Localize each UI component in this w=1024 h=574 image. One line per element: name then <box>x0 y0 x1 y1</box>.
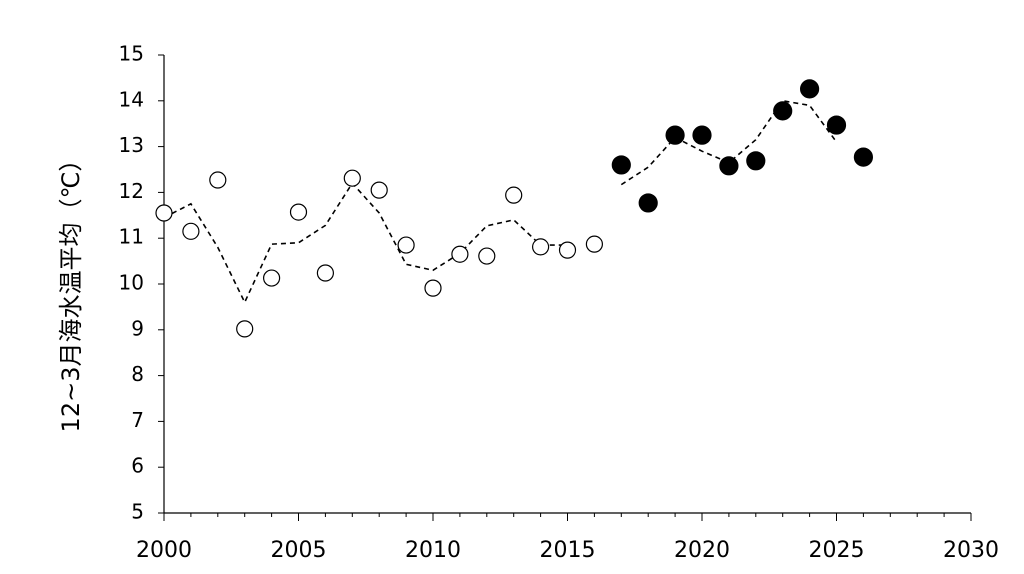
y-tick-label: 13 <box>119 133 144 157</box>
y-tick-label: 11 <box>119 225 144 249</box>
open-point <box>451 245 469 263</box>
filled-point <box>746 151 766 171</box>
x-tick-label: 2005 <box>271 538 327 563</box>
filled-point <box>826 115 847 135</box>
y-tick-label: 15 <box>119 42 144 66</box>
open-point <box>585 235 604 253</box>
open-point <box>370 181 388 199</box>
x-tick-label: 2010 <box>405 538 461 563</box>
y-axis-label: 12~3月海水温平均（℃） <box>57 148 85 433</box>
open-point <box>289 203 308 221</box>
open-point <box>343 169 361 187</box>
x-tick-label: 2000 <box>136 538 192 563</box>
trend-line <box>163 99 838 305</box>
open-point <box>236 320 254 338</box>
x-tick-label: 2030 <box>943 538 999 563</box>
filled-point <box>719 156 739 176</box>
y-tick-label: 8 <box>131 362 144 386</box>
filled-point <box>692 125 712 145</box>
open-point <box>155 204 173 222</box>
open-point <box>505 186 523 204</box>
y-tick-label: 6 <box>131 454 144 478</box>
y-tick-label: 7 <box>131 408 144 432</box>
filled-point <box>799 79 820 99</box>
filled-point <box>611 155 631 175</box>
y-tick-label: 10 <box>119 271 144 295</box>
y-tick-label: 5 <box>131 500 144 524</box>
open-point <box>478 247 496 265</box>
y-tick-label: 9 <box>131 316 144 340</box>
x-tick-label: 2020 <box>674 538 730 563</box>
filled-point <box>853 147 874 167</box>
open-point <box>316 264 334 282</box>
y-tick-label: 12 <box>119 179 144 203</box>
filled-point <box>638 193 658 213</box>
open-point <box>182 222 200 240</box>
x-tick-label: 2015 <box>540 538 596 563</box>
x-tick-label: 2025 <box>809 538 865 563</box>
open-point <box>209 171 227 189</box>
open-point <box>531 238 550 256</box>
open-point <box>263 269 281 287</box>
open-point <box>397 236 415 254</box>
filled-point <box>773 101 793 121</box>
open-point <box>558 241 577 259</box>
open-point <box>424 279 442 297</box>
y-tick-label: 14 <box>119 87 144 111</box>
filled-point <box>665 125 685 145</box>
